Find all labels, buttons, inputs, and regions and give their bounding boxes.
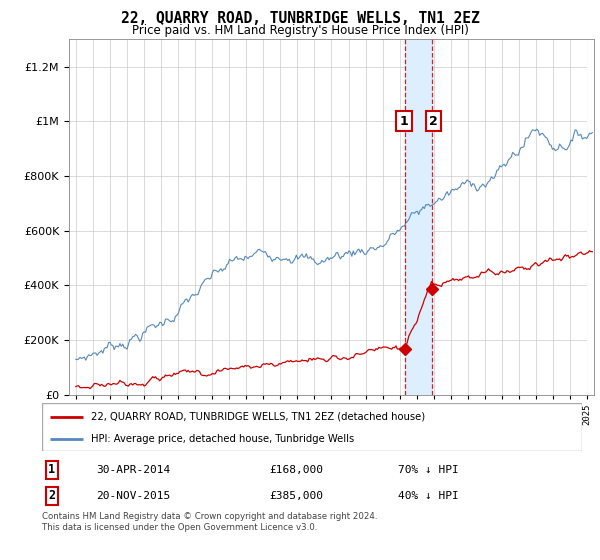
Text: £385,000: £385,000: [269, 491, 323, 501]
Text: 1: 1: [400, 115, 409, 128]
Text: Contains HM Land Registry data © Crown copyright and database right 2024.
This d: Contains HM Land Registry data © Crown c…: [42, 512, 377, 532]
Text: £168,000: £168,000: [269, 465, 323, 475]
Text: 20-NOV-2015: 20-NOV-2015: [96, 491, 170, 501]
Text: Price paid vs. HM Land Registry's House Price Index (HPI): Price paid vs. HM Land Registry's House …: [131, 24, 469, 36]
Bar: [406, 39, 432, 395]
Text: 2: 2: [429, 115, 438, 128]
Text: 2: 2: [48, 489, 55, 502]
Text: 1: 1: [48, 463, 55, 477]
Text: HPI: Average price, detached house, Tunbridge Wells: HPI: Average price, detached house, Tunb…: [91, 434, 354, 444]
Text: 22, QUARRY ROAD, TUNBRIDGE WELLS, TN1 2EZ: 22, QUARRY ROAD, TUNBRIDGE WELLS, TN1 2E…: [121, 11, 479, 26]
Bar: [587, 39, 594, 395]
FancyBboxPatch shape: [42, 403, 582, 451]
Text: 40% ↓ HPI: 40% ↓ HPI: [398, 491, 459, 501]
Text: 30-APR-2014: 30-APR-2014: [96, 465, 170, 475]
Text: 70% ↓ HPI: 70% ↓ HPI: [398, 465, 459, 475]
Text: 22, QUARRY ROAD, TUNBRIDGE WELLS, TN1 2EZ (detached house): 22, QUARRY ROAD, TUNBRIDGE WELLS, TN1 2E…: [91, 412, 425, 422]
